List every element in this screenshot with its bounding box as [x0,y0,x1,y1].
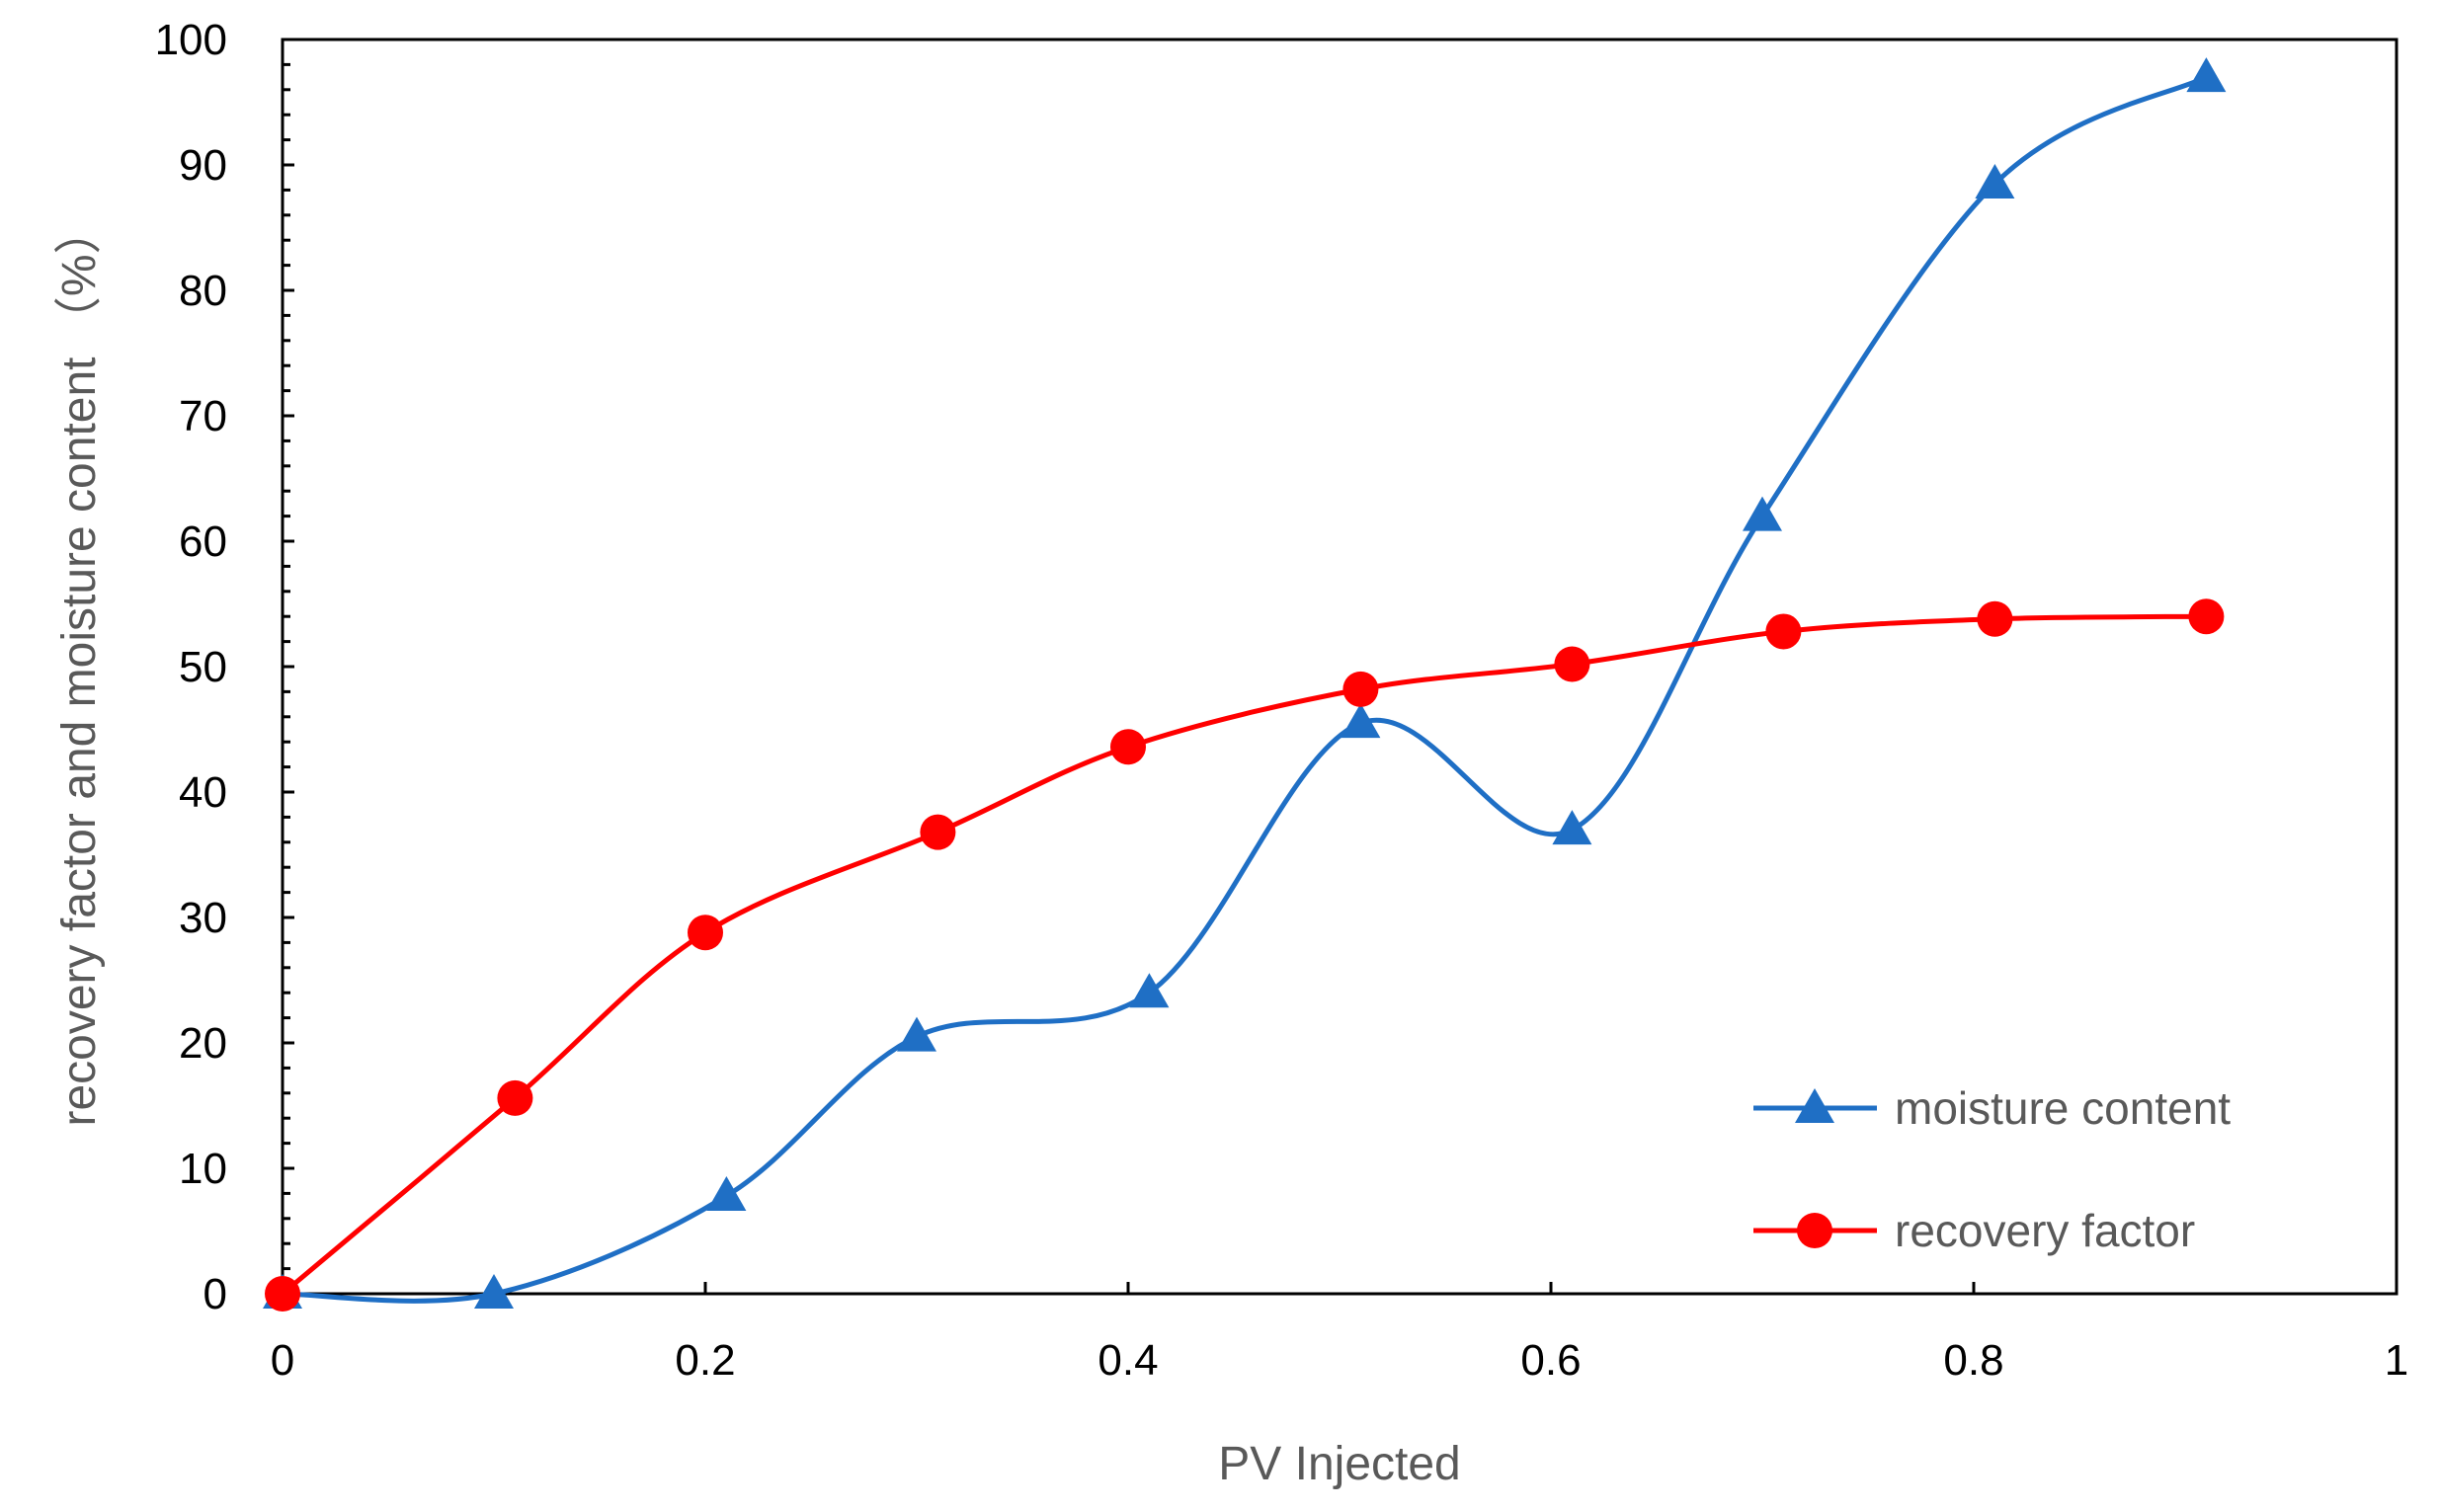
data-point-recovery-factor [688,915,723,951]
data-point-moisture-content [706,1175,747,1211]
x-axis: 0 0.2 0.4 0.6 0.8 1 [271,1282,2408,1385]
data-point-moisture-content [1341,703,1381,739]
y-tick-label: 80 [179,267,227,315]
x-tick-label: 0.6 [1520,1336,1581,1385]
legend-label-recovery-factor: recovery factor [1895,1205,2195,1256]
data-point-recovery-factor [920,814,956,850]
x-tick-label: 0.4 [1098,1336,1158,1385]
series-moisture-content [263,57,2227,1309]
legend-marker-recovery-factor [1797,1213,1832,1248]
series-layer [263,57,2227,1312]
y-tick-label: 60 [179,517,227,566]
y-tick-label: 50 [179,643,227,691]
legend-label-moisture-content: moisture content [1895,1082,2231,1134]
series-line-recovery-factor [281,613,2207,1296]
series-recovery-factor [265,598,2225,1312]
data-point-moisture-content [1129,973,1170,1008]
x-tick-label: 1 [2385,1336,2408,1385]
y-tick-label: 40 [179,768,227,817]
data-point-recovery-factor [1977,600,2013,637]
data-point-recovery-factor [1554,646,1590,682]
y-tick-label: 20 [179,1019,227,1068]
y-axis: 0 10 20 30 40 50 60 70 80 90 100 [155,16,294,1318]
data-point-recovery-factor [497,1079,533,1116]
legend-marker-moisture-content [1795,1088,1834,1123]
data-point-recovery-factor [1342,671,1379,707]
data-point-moisture-content [2186,57,2227,93]
y-axis-title: recovery factor and moisture content （%） [53,206,106,1126]
data-point-moisture-content [1743,496,1782,531]
y-tick-label: 0 [203,1270,227,1318]
data-point-recovery-factor [1110,729,1146,765]
data-point-moisture-content [897,1016,936,1052]
x-axis-title: PV Injected [1218,1438,1460,1490]
y-tick-label: 70 [179,392,227,440]
data-point-recovery-factor [2188,598,2225,635]
series-line-moisture-content [282,74,2208,1304]
y-tick-label: 90 [179,141,227,190]
y-tick-label: 100 [155,16,227,64]
data-point-moisture-content [1552,810,1592,845]
y-tick-label: 10 [179,1145,227,1193]
data-point-recovery-factor [1765,613,1802,650]
x-tick-label: 0 [271,1336,294,1385]
data-point-moisture-content [474,1274,514,1309]
x-tick-label: 0.8 [1943,1336,2003,1385]
data-point-recovery-factor [265,1276,300,1312]
y-tick-label: 30 [179,894,227,942]
x-tick-label: 0.2 [675,1336,735,1385]
data-point-moisture-content [1975,164,2015,199]
legend: moisture content recovery factor [1753,1082,2231,1256]
